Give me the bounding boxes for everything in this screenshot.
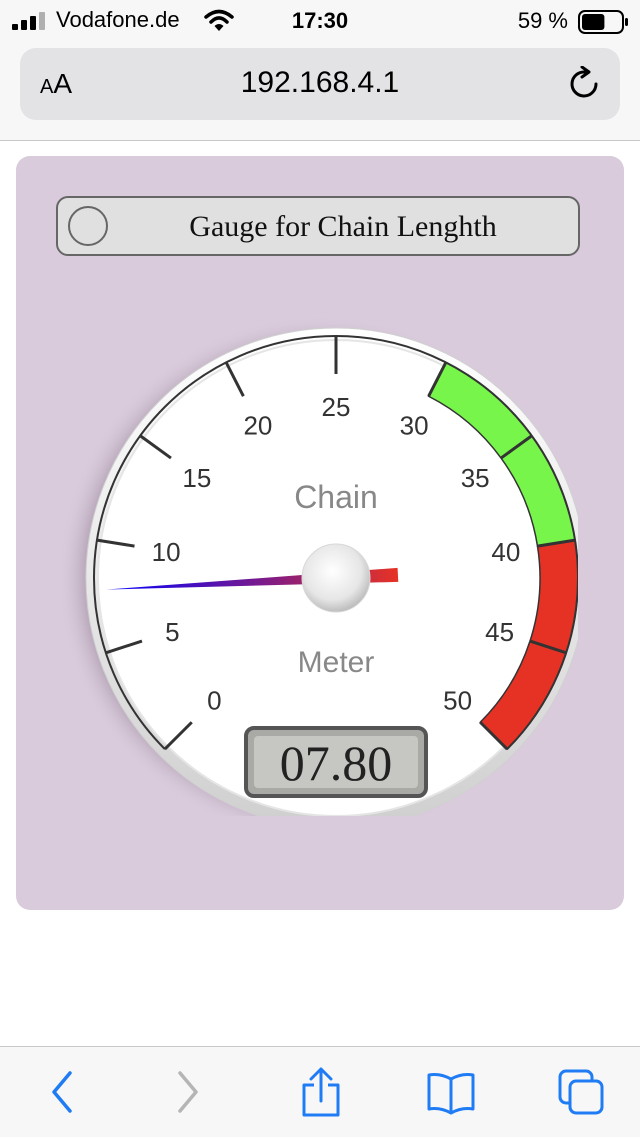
reload-icon[interactable] [568, 66, 602, 102]
browser-toolbar [0, 1046, 640, 1137]
gauge-tick [139, 434, 172, 460]
forward-icon[interactable] [164, 1067, 214, 1117]
carrier-name: Vodafone.de [56, 7, 180, 32]
battery-percent: 59 % [517, 8, 568, 33]
gauge-tick [96, 538, 135, 548]
gauge-tick [529, 639, 567, 655]
back-icon[interactable] [36, 1067, 86, 1117]
battery-icon [578, 10, 628, 34]
gauge-tick-label: 10 [152, 537, 181, 567]
gauge-title-label: Gauge for Chain Lenghth [189, 210, 497, 243]
text-size-button[interactable]: AA [40, 68, 72, 100]
gauge-unit-bottom: Meter [298, 646, 375, 679]
gauge-tick [427, 361, 448, 397]
gauge-tick [537, 538, 576, 548]
chain-length-gauge: 0 5 10 15 20 25 30 35 40 45 50 Chain Meter 07.80 [62, 316, 578, 816]
gauge-panel: Gauge for Chain Lenghth [16, 156, 624, 910]
gauge-tick [224, 361, 245, 397]
gauge-tick [163, 721, 193, 751]
gauge-tick-label: 15 [182, 463, 211, 493]
gauge-tick [479, 721, 509, 751]
gauge-hub [301, 543, 371, 613]
radio-circle-icon[interactable] [68, 206, 108, 246]
text-size-small-label: A [40, 76, 54, 98]
gauge-tick-label: 20 [243, 411, 272, 441]
gauge-tick-label: 50 [443, 686, 472, 716]
gauge-scale [93, 335, 578, 751]
share-icon[interactable] [296, 1067, 346, 1117]
gauge-tick-label: 25 [322, 392, 351, 422]
gauge-tick-label: 30 [400, 411, 429, 441]
gauge-unit-top: Chain [294, 479, 378, 515]
gauge-title-button[interactable]: Gauge for Chain Lenghth [56, 196, 580, 256]
gauge-tick [500, 434, 533, 460]
address-bar[interactable]: AA 192.168.4.1 [20, 48, 620, 120]
gauge-tick [105, 639, 143, 655]
browser-address-area: AA 192.168.4.1 [0, 44, 640, 141]
signal-strength-icon [12, 12, 45, 30]
wifi-icon [204, 9, 234, 31]
gauge-tick-label: 0 [207, 686, 221, 716]
text-size-large-label: A [53, 68, 73, 99]
status-bar: Vodafone.de 17:30 59 % [0, 0, 640, 44]
gauge-tick-label: 5 [165, 617, 179, 647]
gauge-display-value: 07.80 [280, 735, 393, 791]
gauge-display-screen [254, 736, 418, 788]
gauge-tick-labels: 0 5 10 15 20 25 30 35 40 45 50 [152, 392, 521, 716]
tabs-icon[interactable] [556, 1067, 606, 1117]
gauge-tick-label: 35 [461, 463, 490, 493]
gauge-tick-label: 40 [491, 537, 520, 567]
gauge-tick-label: 45 [485, 617, 514, 647]
bookmarks-icon[interactable] [426, 1067, 476, 1117]
url-text[interactable]: 192.168.4.1 [240, 66, 400, 99]
